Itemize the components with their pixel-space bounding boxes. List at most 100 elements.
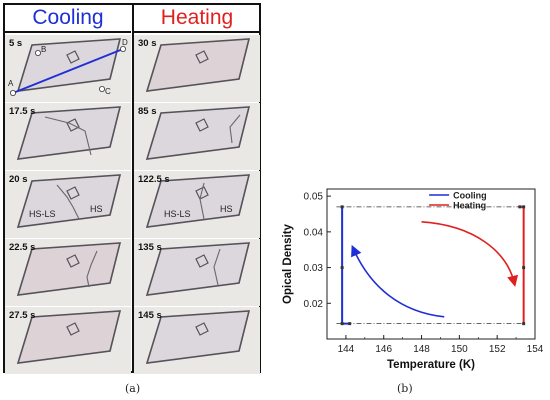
crystal-outline — [16, 310, 122, 364]
data-point — [522, 205, 526, 209]
timestamp: 17.5 s — [9, 106, 36, 117]
heating-frame: 145 s — [134, 307, 260, 374]
cooling-frame: 20 s HS-LS HS — [5, 171, 131, 238]
crystal-image — [16, 242, 122, 296]
region-label-hs-ls: HS-LS — [164, 209, 191, 219]
timestamp: 20 s — [9, 174, 28, 185]
point-marker — [120, 45, 127, 52]
series-heating-line — [519, 205, 525, 324]
crystal-image — [16, 174, 122, 228]
region-label-hs-ls: HS-LS — [29, 209, 56, 219]
data-point — [340, 266, 344, 270]
heating-frame: 135 s — [134, 239, 260, 306]
timestamp: 30 s — [138, 38, 157, 49]
crystal-outline — [145, 38, 251, 92]
crystal-image — [16, 106, 122, 160]
region-label-hs: HS — [90, 204, 103, 214]
timestamp: 122.5 s — [138, 174, 170, 185]
crystal-outline — [16, 38, 122, 92]
heating-frame: 30 s — [134, 35, 260, 102]
x-tick-label: 144 — [338, 344, 355, 355]
crystal-outline — [145, 310, 251, 364]
data-point — [340, 205, 344, 209]
region-label-hs: HS — [220, 204, 233, 214]
heating-header: Heating — [134, 5, 260, 33]
data-point — [348, 322, 352, 326]
cooling-frame: 5 s A B C D — [5, 35, 131, 102]
data-point — [522, 322, 526, 326]
heating-column: Heating 30 s 85 s 122.5 s HS-LS HS 135 s 145 s — [134, 5, 260, 374]
point-marker — [10, 90, 16, 97]
measurement-line — [12, 48, 124, 94]
x-tick-label: 152 — [489, 344, 506, 355]
phase-front — [56, 184, 80, 220]
timestamp: 135 s — [138, 242, 162, 253]
cooling-frame: 17.5 s — [5, 103, 131, 170]
series-cooling-line — [341, 206, 350, 325]
crystal-image — [145, 38, 251, 92]
timestamp: 5 s — [9, 38, 23, 49]
y-tick-label: 0.03 — [304, 263, 324, 274]
x-tick-label: 150 — [451, 344, 468, 355]
crystal-outline — [145, 174, 251, 228]
y-tick-label: 0.05 — [304, 192, 324, 203]
x-tick-label: 154 — [527, 344, 544, 355]
crystal-defect — [66, 322, 80, 336]
phase-front — [229, 114, 241, 144]
panel-a-micrographs: Cooling 5 s A B C D 17.5 s 20 s HS-LS HS 22.5 s 27… — [3, 3, 261, 374]
crystal-defect — [66, 50, 80, 64]
y-tick-label: 0.02 — [304, 299, 324, 310]
cooling-frame: 27.5 s — [5, 307, 131, 374]
data-point — [518, 205, 522, 209]
data-point — [340, 322, 344, 326]
timestamp: 85 s — [138, 106, 157, 117]
optical-density-chart: 144 146 148 150 152 154 0.02 0.03 0.04 0.05 Temper… — [282, 188, 544, 371]
cooling-frame: 22.5 s — [5, 239, 131, 306]
crystal-image — [16, 310, 122, 364]
caption-b: (b) — [397, 382, 413, 395]
cooling-column: Cooling 5 s A B C D 17.5 s 20 s HS-LS HS 22.5 s 27… — [5, 5, 131, 374]
legend-label-heating: Heating — [453, 201, 486, 211]
point-label-d: D — [122, 38, 128, 47]
point-label-a: A — [8, 79, 14, 88]
y-axis-label: Opical Density — [282, 223, 294, 303]
data-point — [522, 266, 526, 270]
timestamp: 145 s — [138, 310, 162, 321]
crystal-defect — [195, 322, 209, 336]
crystal-image — [145, 310, 251, 364]
timestamp: 22.5 s — [9, 242, 36, 253]
legend-label-cooling: Cooling — [453, 191, 487, 201]
crystal-defect — [66, 186, 80, 200]
crystal-defect — [66, 254, 80, 268]
phase-front — [44, 116, 92, 156]
trend-arrow — [351, 244, 445, 318]
phase-front — [213, 248, 221, 286]
heating-frame: 85 s — [134, 103, 260, 170]
crystal-image — [145, 242, 251, 296]
point-marker — [99, 86, 106, 93]
crystal-defect — [195, 186, 209, 200]
crystal-defect — [195, 50, 209, 64]
crystal-defect — [195, 254, 209, 268]
crystal-defect — [66, 118, 80, 132]
heating-frame: 122.5 s HS-LS HS — [134, 171, 260, 238]
crystal-image — [145, 106, 251, 160]
x-tick-label: 146 — [375, 344, 392, 355]
point-label-c: C — [105, 87, 111, 96]
crystal-defect — [195, 118, 209, 132]
plot-frame — [326, 188, 536, 340]
phase-front — [199, 182, 205, 220]
cooling-header: Cooling — [5, 5, 131, 33]
timestamp: 27.5 s — [9, 310, 36, 321]
point-marker — [34, 49, 41, 56]
column-divider — [132, 5, 134, 371]
crystal-image — [10, 38, 127, 97]
x-tick-label: 148 — [413, 344, 430, 355]
point-label-b: B — [41, 45, 47, 54]
trend-arrow — [421, 221, 519, 287]
y-tick-label: 0.04 — [304, 227, 324, 238]
caption-a: (a) — [125, 382, 141, 395]
crystal-outline — [145, 242, 251, 296]
crystal-image — [145, 174, 251, 228]
phase-front — [86, 250, 98, 288]
